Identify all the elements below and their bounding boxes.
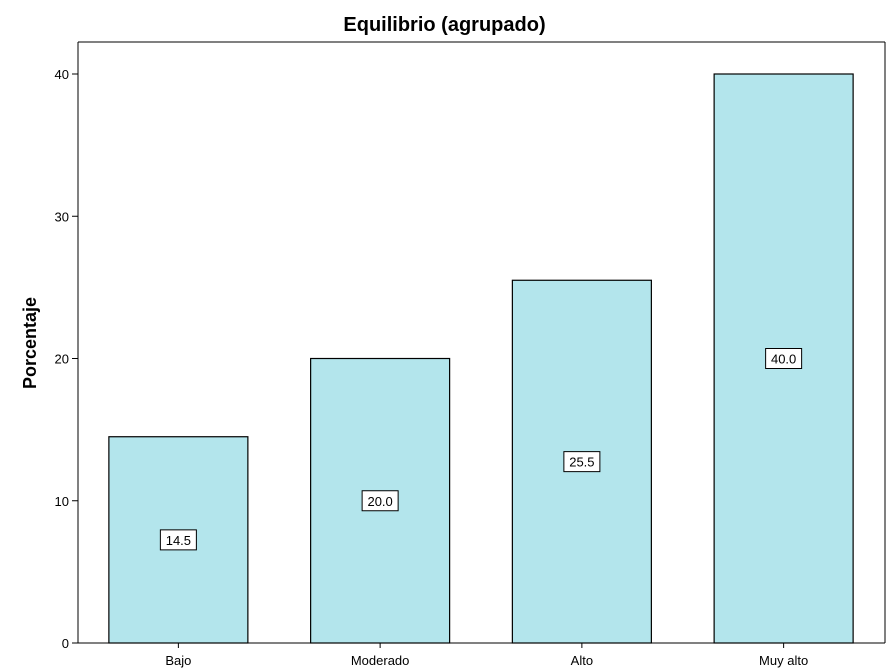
bars-layer: 14.5 20.0 25.5 40.0 <box>108 73 854 644</box>
x-tick-label: Bajo <box>165 653 191 668</box>
data-label: 20.0 <box>367 494 392 509</box>
y-tick-label: 0 <box>62 636 69 651</box>
data-label-box <box>159 529 197 551</box>
x-tick-label: Muy alto <box>759 653 808 668</box>
x-tick-label: Alto <box>571 653 593 668</box>
data-label: 40.0 <box>771 352 796 367</box>
data-label-box <box>361 490 399 512</box>
x-tick-label: Moderado <box>351 653 410 668</box>
data-label-box <box>765 348 803 369</box>
y-tick-label: 20 <box>55 352 69 367</box>
y-tick-label: 10 <box>55 494 69 509</box>
data-label: 14.5 <box>166 533 191 548</box>
y-tick-label: 30 <box>55 209 69 224</box>
data-label: 25.5 <box>569 455 594 470</box>
data-label-box <box>563 451 601 473</box>
chart-title: Equilibrio (agrupado) <box>343 14 546 36</box>
y-axis-label: Porcentaje <box>20 297 40 389</box>
y-tick-label: 40 <box>55 67 69 82</box>
x-axis: Bajo Moderado Alto Muy alto <box>165 643 808 668</box>
y-axis: 0 10 20 30 40 <box>55 67 78 651</box>
